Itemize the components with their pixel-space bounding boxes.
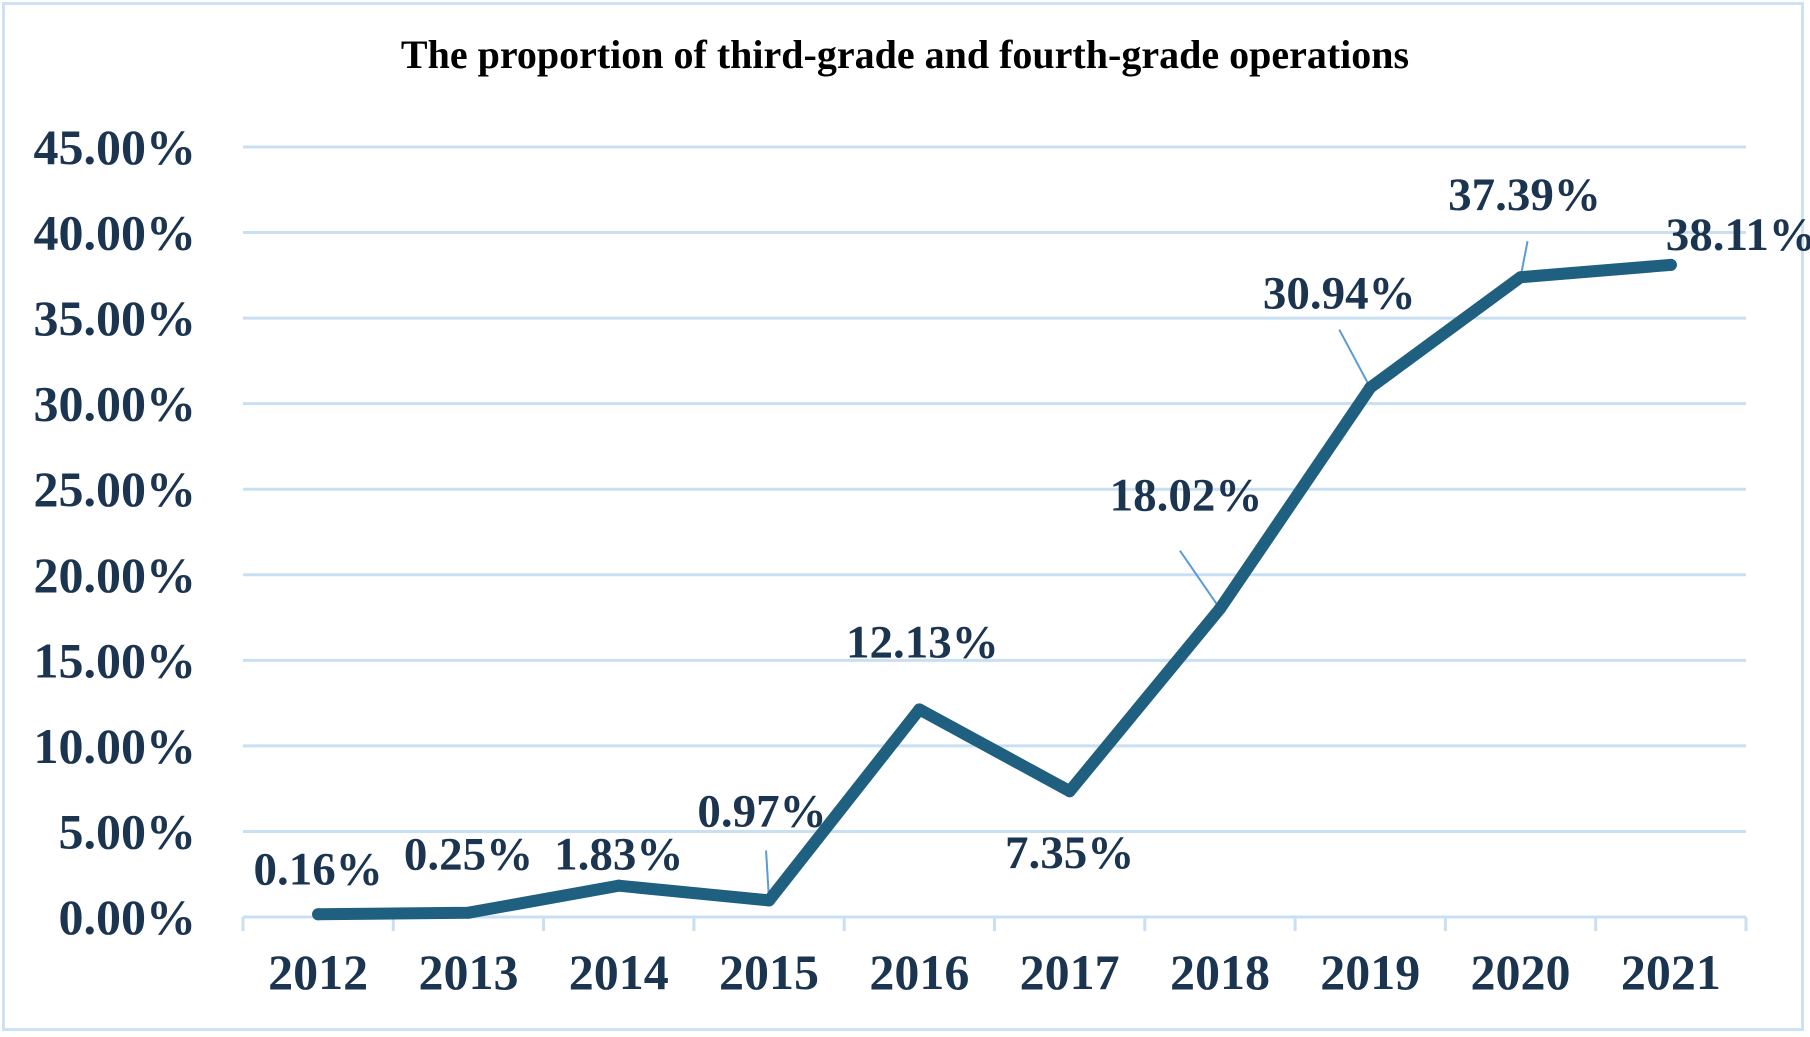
x-tick-label-2017: 2017 <box>1020 944 1120 1000</box>
x-tick-label-2015: 2015 <box>719 944 819 1000</box>
y-tick-label-8: 40.00% <box>34 205 197 261</box>
series-layer <box>312 258 1677 921</box>
y-axis-ticks: 0.00% 5.00% 10.00% 15.00% 20.00% 25.00% 30.00%… <box>34 119 197 945</box>
y-tick-label-2: 10.00% <box>34 718 197 774</box>
data-label-2021: 38.11% <box>1666 209 1810 261</box>
x-tick-label-2012: 2012 <box>268 944 368 1000</box>
data-point-2015 <box>763 894 776 907</box>
chart-title: The proportion of third-grade and fourth… <box>401 32 1409 77</box>
data-label-2016: 12.13% <box>846 616 999 668</box>
series-line <box>312 258 1677 921</box>
y-tick-label-4: 20.00% <box>34 547 197 603</box>
y-tick-label-1: 5.00% <box>59 803 197 859</box>
data-point-2021 <box>1664 258 1677 271</box>
x-tick-label-2014: 2014 <box>569 944 669 1000</box>
data-point-2016 <box>913 703 926 716</box>
data-label-2019: 30.94% <box>1263 268 1416 320</box>
x-axis-ticks: 2012 2013 2014 2015 2016 2017 2018 2019 2020 2021 <box>268 944 1721 1000</box>
x-tick-label-2013: 2013 <box>418 944 518 1000</box>
y-tick-label-7: 35.00% <box>34 290 197 346</box>
y-tick-label-3: 15.00% <box>34 632 197 688</box>
x-tick-label-2019: 2019 <box>1320 944 1420 1000</box>
data-point-2018 <box>1213 602 1226 615</box>
leader-line-2018 <box>1179 550 1221 610</box>
x-axis <box>241 915 1748 931</box>
y-tick-label-0: 0.00% <box>59 889 197 945</box>
data-label-2020: 37.39% <box>1448 169 1601 221</box>
data-point-2017 <box>1063 785 1076 798</box>
x-tick-label-2020: 2020 <box>1471 944 1571 1000</box>
data-label-2015: 0.97% <box>697 785 826 837</box>
data-label-2012: 0.16% <box>254 843 383 895</box>
data-label-2017: 7.35% <box>1005 827 1134 879</box>
y-tick-label-9: 45.00% <box>34 119 197 175</box>
data-point-2020 <box>1514 271 1527 284</box>
data-point-2014 <box>612 879 625 892</box>
data-label-leader-lines <box>765 241 1529 901</box>
data-labels: 0.16% 0.25% 1.83% 0.97% 12.13% 7.35% 18.02% 30.… <box>254 169 1810 895</box>
x-tick-label-2021: 2021 <box>1621 944 1721 1000</box>
x-tick-label-2016: 2016 <box>869 944 969 1000</box>
data-label-2014: 1.83% <box>554 829 683 881</box>
data-point-2013 <box>462 906 475 919</box>
data-point-2019 <box>1364 381 1377 394</box>
y-tick-label-5: 25.00% <box>34 461 197 517</box>
data-point-2012 <box>312 908 325 921</box>
gridlines <box>243 145 1746 833</box>
y-tick-label-6: 30.00% <box>34 376 197 432</box>
leader-line-2019 <box>1338 329 1372 389</box>
x-tick-label-2018: 2018 <box>1170 944 1270 1000</box>
data-label-2018: 18.02% <box>1110 470 1263 522</box>
data-label-2013: 0.25% <box>404 829 533 881</box>
